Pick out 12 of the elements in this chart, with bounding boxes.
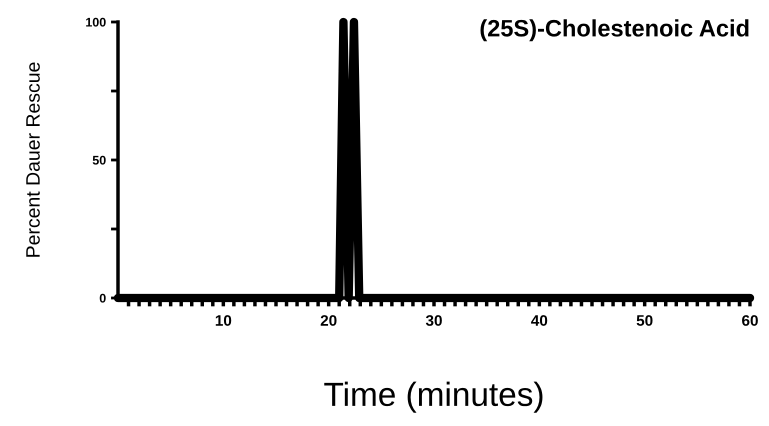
x-tick-label: 10	[216, 315, 232, 326]
x-tick-label: 30	[426, 315, 442, 326]
x-tick-label: 40	[531, 315, 548, 326]
x-tick-label: 60	[742, 315, 758, 326]
x-axis-title: Time (minutes)	[324, 382, 542, 413]
y-axis-title: Percent Dauer Rescue	[26, 62, 40, 257]
x-tick-label: 20	[320, 315, 337, 326]
x-tick-label: 50	[636, 315, 653, 326]
y-tick-label: 50	[92, 156, 106, 165]
chart-title: (25S)-Cholestenoic Acid	[480, 19, 748, 42]
y-tick-label: 0	[100, 294, 106, 303]
y-tick-label: 100	[86, 18, 106, 27]
